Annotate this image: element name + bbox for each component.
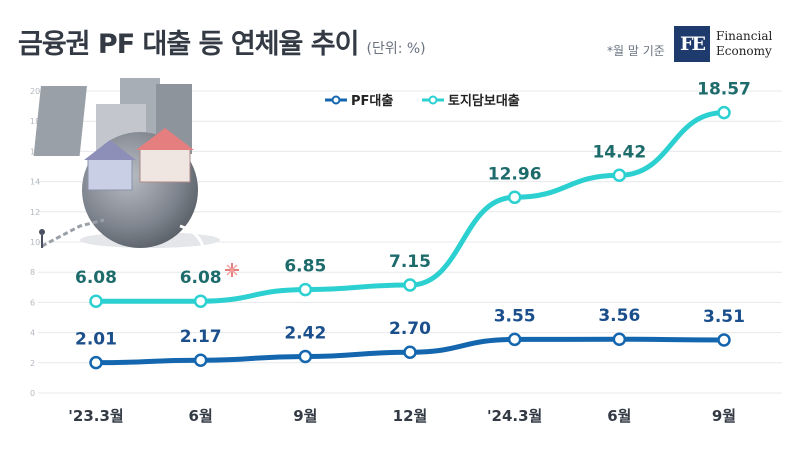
logo: FE Financial Economy bbox=[674, 26, 772, 62]
x-tick-label: 9월 bbox=[293, 407, 317, 425]
data-point bbox=[193, 294, 208, 308]
y-tick-label: 12 bbox=[30, 208, 40, 217]
data-label: 3.51 bbox=[703, 307, 745, 327]
x-tick-label: 9월 bbox=[712, 407, 736, 425]
y-tick-label: 6 bbox=[30, 298, 35, 307]
y-tick-label: 18 bbox=[30, 117, 40, 126]
illustration-wrecking-ball-icon bbox=[33, 78, 239, 277]
x-tick-label: 12월 bbox=[393, 407, 428, 425]
footnote: *월 말 기준 bbox=[607, 44, 665, 58]
data-point bbox=[193, 353, 208, 367]
logo-text: Financial Economy bbox=[716, 29, 772, 59]
y-tick-label: 20 bbox=[30, 87, 40, 96]
y-tick-label: 0 bbox=[30, 389, 35, 398]
data-label: 18.57 bbox=[697, 80, 751, 100]
data-label: 14.42 bbox=[592, 142, 646, 162]
logo-text-line1: Financial bbox=[716, 29, 773, 43]
data-point bbox=[298, 282, 313, 297]
chart-title: 금융권 PF 대출 등 연체율 추이 bbox=[18, 29, 359, 60]
y-tick-label: 10 bbox=[30, 238, 40, 247]
title-row: 금융권 PF 대출 등 연체율 추이 (단위: %) bbox=[18, 22, 426, 61]
series-1: 6.08 6.08 6.85 7.15 12.96 14.42 18.57 bbox=[75, 80, 751, 308]
x-axis-ticks: '23.3월 6월 9월 12월 '24.3월 6월 9월 bbox=[68, 407, 736, 425]
x-tick-label: '23.3월 bbox=[68, 407, 123, 425]
series-0: 2.01 2.17 2.42 2.70 3.55 3.56 3.51 bbox=[75, 306, 745, 370]
data-label: 2.70 bbox=[389, 319, 431, 339]
legend-label-0: PF대출 bbox=[351, 93, 393, 109]
data-point bbox=[717, 105, 731, 120]
data-point bbox=[403, 345, 417, 359]
data-point bbox=[612, 168, 627, 183]
data-label: 7.15 bbox=[389, 252, 431, 272]
data-label: 6.08 bbox=[180, 268, 222, 288]
data-label: 2.42 bbox=[284, 323, 326, 343]
x-tick-label: '24.3월 bbox=[487, 407, 542, 425]
y-tick-label: 8 bbox=[30, 268, 35, 277]
logo-text-line2: Economy bbox=[716, 44, 772, 58]
data-label: 3.55 bbox=[494, 306, 536, 326]
y-tick-label: 14 bbox=[30, 178, 40, 187]
data-label: 6.08 bbox=[75, 268, 117, 288]
series-group: 2.01 2.17 2.42 2.70 3.55 3.56 3.51 6.08 6.08 6.85… bbox=[75, 80, 751, 370]
y-tick-label: 4 bbox=[30, 329, 35, 338]
data-label: 2.17 bbox=[180, 327, 222, 347]
data-label: 12.96 bbox=[488, 164, 542, 184]
legend-marker-1 bbox=[428, 95, 438, 105]
data-point bbox=[89, 294, 103, 308]
data-label: 3.56 bbox=[598, 306, 640, 326]
data-point bbox=[89, 355, 103, 370]
legend-label-1: 토지담보대출 bbox=[448, 93, 520, 109]
data-point bbox=[403, 278, 417, 292]
data-point bbox=[507, 190, 522, 205]
chart-unit: (단위: %) bbox=[366, 41, 426, 57]
x-tick-label: 6월 bbox=[607, 407, 631, 425]
data-point bbox=[612, 332, 627, 346]
legend-marker-0 bbox=[331, 95, 341, 105]
x-tick-label: 6월 bbox=[189, 407, 213, 425]
data-point bbox=[717, 333, 731, 347]
y-tick-label: 2 bbox=[30, 359, 35, 368]
data-point bbox=[298, 349, 313, 364]
data-label: 2.01 bbox=[75, 330, 117, 350]
data-label: 6.85 bbox=[284, 257, 326, 277]
data-point bbox=[507, 332, 522, 347]
logo-mark-icon: FE bbox=[674, 26, 710, 62]
legend: PF대출 토지담보대출 bbox=[325, 93, 520, 109]
